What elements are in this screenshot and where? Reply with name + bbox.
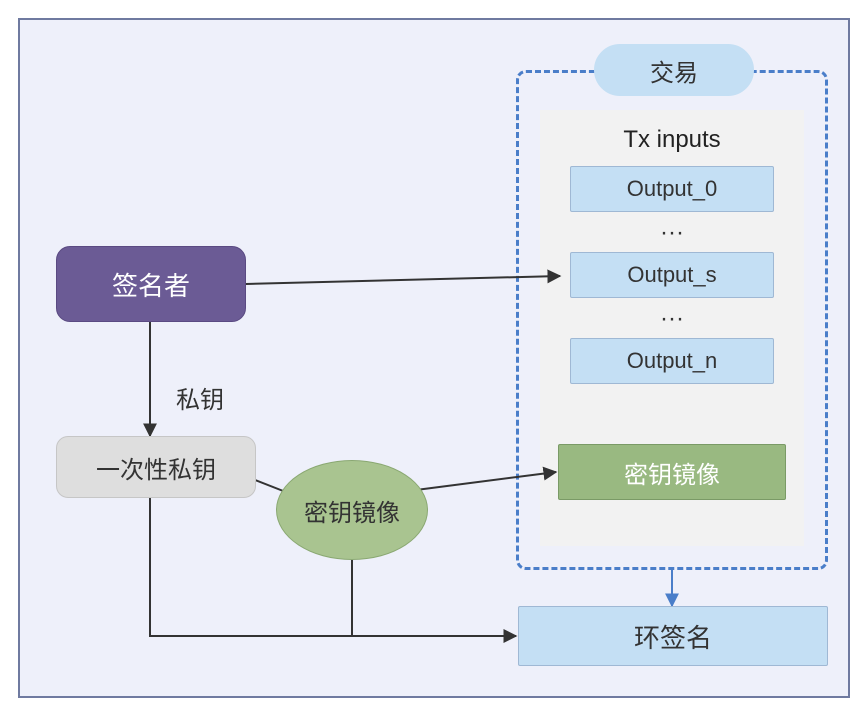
- node-ring_sig: 环签名: [518, 606, 828, 666]
- node-key_mirror_box: 密钥镜像: [558, 444, 786, 500]
- node-dots1: ···: [570, 218, 774, 248]
- diagram-canvas: 交易 Tx inputs Output_0 ··· Output_s ··· Output_…: [0, 0, 868, 716]
- node-key_mirror_ellipse: 密钥镜像: [276, 460, 428, 560]
- node-output_s: Output_s: [570, 252, 774, 298]
- node-output_n: Output_n: [570, 338, 774, 384]
- node-output_0: Output_0: [570, 166, 774, 212]
- node-tx_inputs_label: Tx inputs: [540, 120, 804, 160]
- node-private_key_label: 私钥: [160, 380, 240, 414]
- node-signer: 签名者: [56, 246, 246, 322]
- node-onetime_key: 一次性私钥: [56, 436, 256, 498]
- node-transaction_pill: 交易: [594, 44, 754, 96]
- node-dots2: ···: [570, 304, 774, 334]
